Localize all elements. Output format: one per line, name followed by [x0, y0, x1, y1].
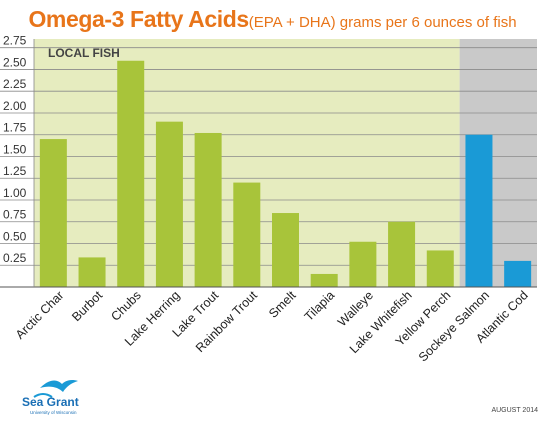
x-tick-label: Tilapia [302, 288, 338, 324]
y-tick-label: 0.50 [3, 229, 27, 243]
logo-name: Sea Grant [22, 395, 79, 409]
y-tick-label: 2.25 [3, 77, 27, 91]
bar [233, 182, 261, 287]
chart-title: Omega-3 Fatty Acids(EPA + DHA) grams per… [0, 6, 545, 33]
y-tick-label: 2.00 [3, 99, 27, 113]
y-tick-label: 2.50 [3, 55, 27, 69]
x-tick-label: Burbot [69, 288, 105, 324]
bar [349, 241, 377, 287]
y-tick-label: 0.25 [3, 251, 27, 265]
chart-title-subtitle: (EPA + DHA) grams per 6 ounces of fish [248, 14, 517, 31]
region-label-local-fish: LOCAL FISH [48, 46, 120, 60]
bar [465, 134, 493, 287]
chart-title-main: Omega-3 Fatty Acids [28, 6, 249, 32]
bar [272, 213, 299, 287]
wave-icon [33, 393, 53, 398]
bar [388, 221, 416, 287]
y-tick-label: 1.75 [3, 121, 27, 135]
bar [504, 260, 532, 287]
bar [78, 257, 106, 287]
x-tick-label: Chubs [108, 288, 143, 323]
sea-grant-logo: Sea Grant University of Wisconsin [22, 380, 79, 415]
bar [194, 132, 222, 287]
bird-icon [40, 380, 78, 392]
x-tick-label: Sockeye Salmon [416, 288, 492, 364]
y-tick-label: 0.75 [3, 208, 27, 222]
y-tick-label: 1.50 [3, 142, 27, 156]
bar [39, 139, 67, 287]
date-label: AUGUST 2014 [491, 407, 538, 414]
bar [117, 60, 145, 287]
bars [39, 60, 532, 288]
gridlines [0, 47, 537, 266]
bar [310, 273, 338, 287]
y-tick-label: 1.25 [3, 164, 27, 178]
x-tick-label: Arctic Char [13, 288, 67, 342]
y-tick-label: 1.00 [3, 186, 27, 200]
y-tick-label: 2.75 [3, 34, 27, 48]
bar [426, 250, 454, 287]
x-tick-label: Smelt [266, 288, 299, 321]
logo-subtitle: University of Wisconsin [30, 410, 77, 415]
bar [155, 121, 183, 288]
